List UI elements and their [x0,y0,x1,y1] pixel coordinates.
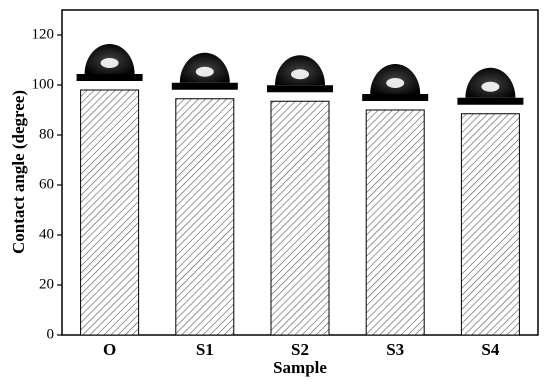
y-tick-label: 0 [47,326,55,342]
substrate [457,97,524,105]
x-tick-label: S3 [386,340,404,359]
droplet-highlight [100,58,119,68]
y-tick-label: 80 [39,126,54,142]
y-tick-label: 20 [39,276,54,292]
y-tick-label: 120 [32,26,55,42]
bar [80,89,140,336]
substrate [267,85,333,93]
bar [175,98,235,336]
x-tick-label: S4 [481,340,499,359]
droplet-highlight [386,78,405,88]
x-tick-label: S2 [291,340,309,359]
y-tick-label: 60 [39,176,54,192]
bar [460,113,520,336]
x-axis-label: Sample [273,358,327,377]
droplet-highlight [195,66,214,77]
droplet-highlight [481,81,500,92]
droplet-highlight [291,69,309,80]
bar [365,109,425,336]
x-tick-label: S1 [196,340,214,359]
substrate [171,82,238,90]
substrate [76,74,143,81]
y-tick-label: 40 [39,226,54,242]
y-axis-label: Contact angle (degree) [9,90,28,254]
x-tick-label: O [103,340,116,359]
substrate [362,94,429,101]
y-tick-label: 100 [32,76,55,92]
bar [270,100,330,336]
